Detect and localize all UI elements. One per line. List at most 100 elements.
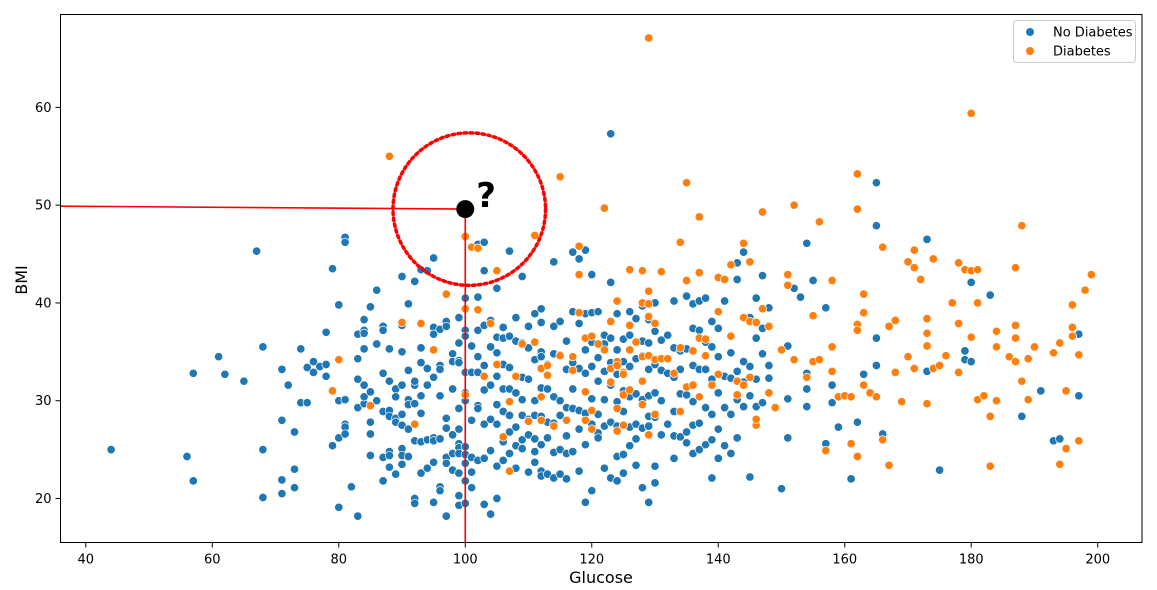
- data-point: [258, 342, 268, 352]
- data-point: [384, 462, 394, 472]
- data-point: [384, 344, 394, 354]
- data-point: [808, 275, 818, 286]
- data-point: [422, 363, 432, 374]
- data-point: [416, 318, 426, 329]
- data-point: [359, 315, 369, 325]
- data-point: [871, 360, 881, 371]
- data-point: [852, 169, 862, 179]
- data-point: [492, 493, 502, 504]
- data-point: [530, 230, 540, 241]
- data-point: [536, 352, 546, 362]
- data-point: [757, 207, 768, 217]
- legend-marker-no-diabetes: [1025, 27, 1035, 37]
- data-point: [397, 317, 407, 328]
- data-point: [625, 330, 635, 340]
- data-point: [536, 304, 546, 314]
- data-point: [593, 376, 603, 386]
- data-point: [726, 448, 736, 459]
- data-point: [321, 371, 331, 381]
- data-point: [707, 342, 717, 352]
- data-point: [985, 290, 995, 300]
- x-axis-label: Glucose: [569, 568, 633, 587]
- data-point: [359, 344, 369, 354]
- data-point: [574, 241, 584, 251]
- data-point: [783, 280, 793, 290]
- data-point: [467, 467, 477, 477]
- data-point: [397, 271, 407, 282]
- data-point: [454, 491, 464, 501]
- data-point: [416, 468, 426, 478]
- data-point: [574, 318, 584, 329]
- data-point: [739, 357, 749, 367]
- data-point: [739, 247, 749, 257]
- data-point: [1055, 459, 1065, 469]
- data-point: [846, 439, 856, 449]
- data-point: [492, 461, 502, 471]
- data-point: [713, 323, 723, 333]
- data-point: [492, 359, 502, 370]
- data-point: [694, 418, 704, 428]
- data-point: [555, 469, 565, 479]
- legend: No Diabetes Diabetes: [1013, 20, 1136, 63]
- data-point: [403, 451, 413, 462]
- data-point: [511, 313, 521, 323]
- data-point: [720, 296, 730, 306]
- data-point: [612, 309, 622, 319]
- data-point: [504, 448, 515, 459]
- data-point: [985, 461, 995, 471]
- data-point: [1010, 320, 1021, 330]
- data-point: [644, 421, 654, 431]
- data-point: [587, 331, 597, 341]
- data-point: [302, 398, 312, 408]
- data-point: [732, 433, 742, 443]
- data-point: [878, 242, 888, 252]
- data-point: [448, 349, 458, 359]
- data-point: [827, 342, 837, 352]
- data-point: [473, 243, 483, 253]
- data-point: [441, 423, 451, 433]
- y-tick-label: 20: [35, 492, 52, 507]
- data-point: [764, 373, 774, 383]
- data-point: [682, 438, 692, 448]
- data-point: [1061, 444, 1071, 454]
- data-point: [580, 440, 590, 450]
- y-tick-label: 40: [35, 296, 52, 311]
- data-point: [783, 270, 793, 280]
- data-point: [1017, 411, 1027, 421]
- data-point: [859, 308, 869, 318]
- data-point: [517, 395, 527, 405]
- plot-frame: [60, 14, 1143, 543]
- data-point: [486, 342, 496, 352]
- legend-marker-diabetes: [1025, 46, 1035, 56]
- data-point: [391, 469, 401, 479]
- data-point: [745, 257, 755, 267]
- data-point: [903, 257, 913, 267]
- data-point: [441, 458, 451, 468]
- data-point: [454, 468, 464, 478]
- data-point: [833, 422, 843, 432]
- x-tick-label: 60: [204, 553, 221, 568]
- data-point: [764, 321, 774, 331]
- data-point: [530, 309, 540, 319]
- data-point: [410, 276, 420, 286]
- data-point: [517, 271, 527, 282]
- data-point: [372, 339, 382, 349]
- data-point: [625, 307, 635, 317]
- data-point: [871, 178, 881, 188]
- data-point: [783, 394, 793, 404]
- data-point: [486, 509, 496, 519]
- data-point: [637, 400, 647, 410]
- data-point: [979, 391, 989, 401]
- data-point: [296, 344, 306, 354]
- data-point: [555, 172, 565, 182]
- data-point: [542, 433, 553, 443]
- data-point: [403, 424, 413, 434]
- data-point: [890, 315, 900, 326]
- data-point: [410, 419, 420, 429]
- data-point: [991, 326, 1002, 336]
- data-point: [334, 355, 344, 365]
- data-point: [536, 415, 546, 425]
- data-point: [707, 473, 717, 483]
- data-point: [776, 484, 787, 494]
